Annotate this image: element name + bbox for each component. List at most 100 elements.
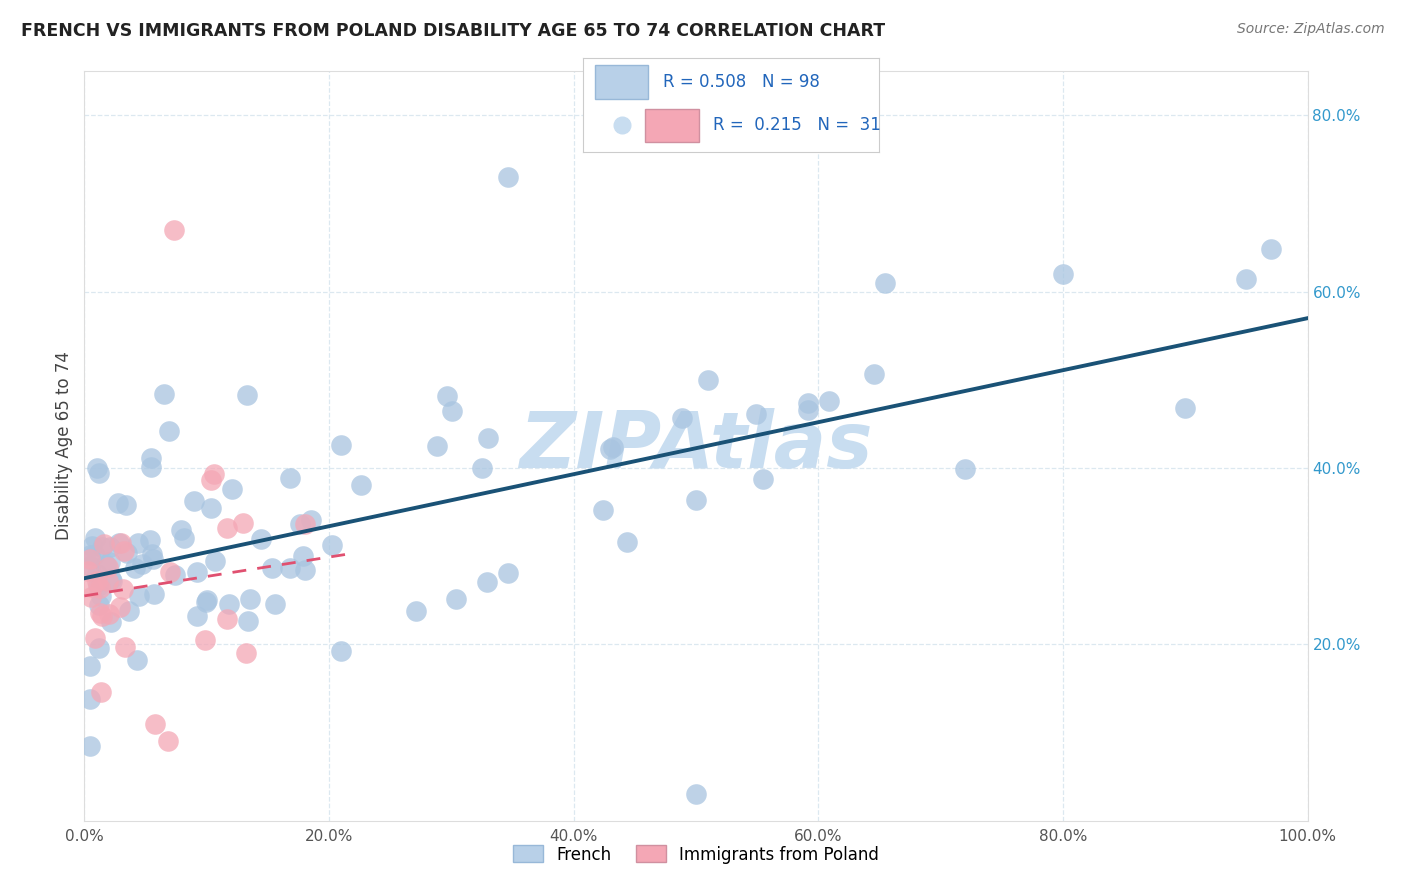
- Point: [97, 574, 120, 588]
- Point: [87, 466, 110, 480]
- Point: [797, 396, 820, 410]
- Point: [93, 537, 115, 551]
- Point: [89, 606, 111, 620]
- Point: [77, 564, 100, 578]
- Text: FRENCH VS IMMIGRANTS FROM POLAND DISABILITY AGE 65 TO 74 CORRELATION CHART: FRENCH VS IMMIGRANTS FROM POLAND DISABIL…: [21, 22, 886, 40]
- Point: [170, 523, 193, 537]
- Point: [89, 640, 111, 655]
- Point: [288, 517, 311, 532]
- Point: [249, 532, 271, 546]
- Point: [294, 563, 316, 577]
- Point: [321, 538, 343, 552]
- Point: [195, 593, 218, 607]
- Point: [217, 611, 239, 625]
- Point: [592, 503, 614, 517]
- Point: [141, 451, 163, 466]
- Point: [115, 546, 138, 560]
- Point: [1236, 272, 1258, 286]
- Point: [79, 692, 101, 706]
- Point: [862, 368, 884, 382]
- Point: [97, 607, 120, 622]
- Point: [183, 494, 205, 508]
- Point: [405, 604, 427, 618]
- Legend: French, Immigrants from Poland: French, Immigrants from Poland: [508, 840, 884, 869]
- Point: [496, 566, 519, 580]
- Point: [752, 472, 775, 486]
- Point: [599, 442, 621, 456]
- Text: ZIPAtlas: ZIPAtlas: [519, 408, 873, 484]
- Point: [110, 535, 132, 549]
- Point: [477, 431, 499, 445]
- FancyBboxPatch shape: [595, 65, 648, 99]
- Point: [127, 652, 149, 666]
- Point: [264, 597, 287, 611]
- Point: [100, 615, 122, 629]
- Point: [221, 482, 243, 496]
- Point: [86, 566, 108, 581]
- Point: [685, 493, 707, 508]
- Point: [124, 561, 146, 575]
- Point: [278, 561, 301, 575]
- Point: [496, 170, 519, 185]
- Point: [157, 734, 180, 748]
- Point: [79, 552, 101, 566]
- Point: [440, 403, 463, 417]
- Point: [697, 373, 720, 387]
- Point: [1174, 401, 1197, 416]
- Point: [602, 440, 624, 454]
- Point: [157, 425, 180, 439]
- Point: [90, 590, 112, 604]
- Point: [797, 403, 820, 417]
- Point: [173, 531, 195, 545]
- Point: [131, 557, 153, 571]
- Point: [100, 572, 122, 586]
- Point: [114, 640, 136, 654]
- Point: [875, 276, 897, 290]
- Point: [112, 544, 135, 558]
- Point: [96, 559, 118, 574]
- Point: [86, 460, 108, 475]
- Point: [200, 501, 222, 516]
- Point: [236, 614, 259, 628]
- Point: [299, 513, 322, 527]
- Point: [98, 540, 121, 554]
- Point: [671, 410, 693, 425]
- Point: [817, 394, 839, 409]
- Point: [330, 644, 353, 658]
- Y-axis label: Disability Age 65 to 74: Disability Age 65 to 74: [55, 351, 73, 541]
- Text: R =  0.215   N =  31: R = 0.215 N = 31: [713, 117, 882, 135]
- Point: [294, 516, 316, 531]
- Text: R = 0.508   N = 98: R = 0.508 N = 98: [664, 73, 820, 91]
- Point: [471, 460, 494, 475]
- Point: [260, 561, 283, 575]
- Point: [186, 608, 208, 623]
- Point: [79, 739, 101, 753]
- Point: [100, 574, 122, 588]
- Point: [232, 516, 254, 530]
- Point: [153, 387, 176, 401]
- Point: [128, 589, 150, 603]
- Point: [194, 594, 217, 608]
- Point: [194, 632, 217, 647]
- Point: [115, 498, 138, 512]
- Point: [90, 685, 112, 699]
- Point: [83, 631, 105, 645]
- Point: [108, 599, 131, 614]
- Point: [475, 575, 498, 590]
- Point: [107, 496, 129, 510]
- Point: [616, 535, 638, 549]
- FancyBboxPatch shape: [645, 109, 699, 142]
- Point: [953, 461, 976, 475]
- Point: [745, 407, 768, 421]
- Text: Source: ZipAtlas.com: Source: ZipAtlas.com: [1237, 22, 1385, 37]
- Point: [329, 438, 352, 452]
- Point: [235, 646, 257, 660]
- Point: [91, 608, 114, 623]
- Point: [142, 587, 165, 601]
- Point: [83, 548, 105, 562]
- Point: [1260, 242, 1282, 256]
- Point: [96, 558, 118, 573]
- Point: [82, 580, 104, 594]
- Point: [202, 467, 225, 481]
- Point: [79, 559, 101, 574]
